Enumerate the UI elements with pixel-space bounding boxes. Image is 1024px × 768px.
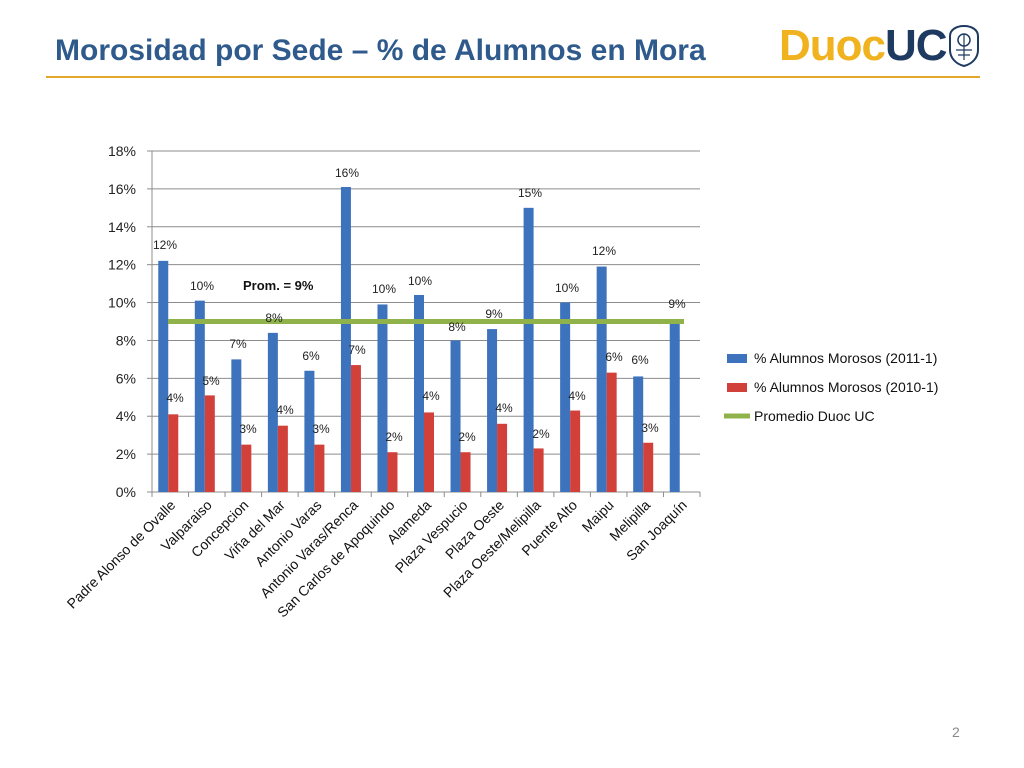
axes: 0% 2% 4% 6% 8% 10% 12% 14% 16% 18% [108,143,701,500]
y-tick-label: 0% [116,484,136,500]
data-label-2010: 7% [348,343,366,357]
data-label-2011: 10% [408,274,432,288]
data-label-2011: 9% [668,297,686,311]
data-label-2010: 4% [568,389,586,403]
bar-2011 [377,304,388,492]
y-tick-label: 6% [116,370,136,386]
data-label-2010: 2% [532,427,550,441]
y-tick-label: 14% [108,219,136,235]
bar-2010 [314,444,325,492]
bar-2010 [424,412,434,492]
slide-title: Morosidad por Sede – % de Alumnos en Mor… [55,34,706,67]
bar-2011 [267,332,278,492]
bar-2010 [643,442,654,492]
bar-2010 [387,452,398,492]
bar-2010 [350,365,361,492]
bar-2011 [231,359,242,492]
data-label-2010: 4% [166,391,184,405]
bar-2011 [304,370,315,492]
bar-2010 [533,448,544,492]
data-label-2011: 8% [448,320,466,334]
bar-2010 [277,425,288,492]
data-label-2010: 5% [202,374,220,388]
data-label-2011: 10% [555,281,579,295]
data-label-2011: 6% [302,349,320,363]
data-label-2011: 6% [631,353,649,367]
data-label-2011: 16% [335,166,359,180]
bar-2011 [560,302,571,492]
legend-label: % Alumnos Morosos (2011-1) [754,350,937,366]
bar-2010 [497,423,508,492]
y-tick-label: 12% [108,257,136,273]
y-tick-label: 16% [108,181,136,197]
data-label-2010: 3% [312,422,330,436]
bar-2010 [606,372,617,492]
university-seal-icon [949,24,979,68]
legend-label: % Alumnos Morosos (2010-1) [754,379,938,395]
average-line-group: Prom. = 9% [168,278,684,324]
legend: % Alumnos Morosos (2011-1) % Alumnos Moro… [724,350,938,424]
data-label-2011: 12% [592,244,616,258]
legend-swatch [727,383,747,392]
bar-2011 [414,294,424,492]
bar-2011 [194,300,205,492]
y-tick-label: 18% [108,143,136,159]
bar-2011 [596,266,607,492]
bars [158,186,680,493]
category-labels: Padre Alonso de OvalleValparaisoConcepci… [64,497,690,621]
data-label-2011: 7% [229,337,247,351]
legend-label: Promedio Duoc UC [754,408,875,424]
data-label-2010: 3% [641,421,659,435]
category-label: Padre Alonso de Ovalle [64,497,179,612]
data-label-2011: 9% [485,307,503,321]
bar-2011 [633,376,644,492]
logo-wordmark: DuocUC [779,20,948,72]
title-divider [46,76,980,78]
bar-2011 [450,340,461,492]
average-annotation: Prom. = 9% [243,278,314,293]
bar-2010 [204,395,215,492]
bar-2011 [669,323,680,492]
y-tick-label: 4% [116,408,136,424]
logo-uc-text: UC [885,21,948,70]
data-label-2011: 8% [265,311,283,325]
y-tick-label: 8% [116,332,136,348]
data-label-2010: 4% [276,403,294,417]
data-label-2010: 4% [422,389,440,403]
y-tick-label: 2% [116,446,136,462]
data-labels: 12% 10% 7% 8% 6% 16% 10% 10% 8% 9% 15% 10% 12% 6% 9% 4%… [153,166,686,444]
data-label-2011: 10% [190,279,214,293]
data-label-2010: 2% [458,430,476,444]
legend-swatch [727,354,747,363]
bar-2010 [570,410,581,492]
data-label-2011: 15% [518,186,542,200]
data-label-2011: 10% [372,282,396,296]
bar-2010 [241,444,252,492]
data-label-2010: 2% [385,430,403,444]
bar-2010 [168,414,179,492]
data-label-2010: 6% [605,350,623,364]
logo-duoc-text: Duoc [779,21,886,70]
bar-2011 [158,260,169,492]
page-number: 2 [952,724,960,740]
y-tick-label: 10% [108,295,136,311]
data-label-2010: 3% [239,422,257,436]
data-label-2011: 12% [153,238,177,252]
duoc-uc-logo: DuocUC [779,20,984,72]
bar-2011 [487,329,498,492]
data-label-2010: 4% [495,401,513,415]
bar-2010 [460,452,471,492]
bar-2011 [523,207,534,493]
bar-2011 [340,186,351,492]
